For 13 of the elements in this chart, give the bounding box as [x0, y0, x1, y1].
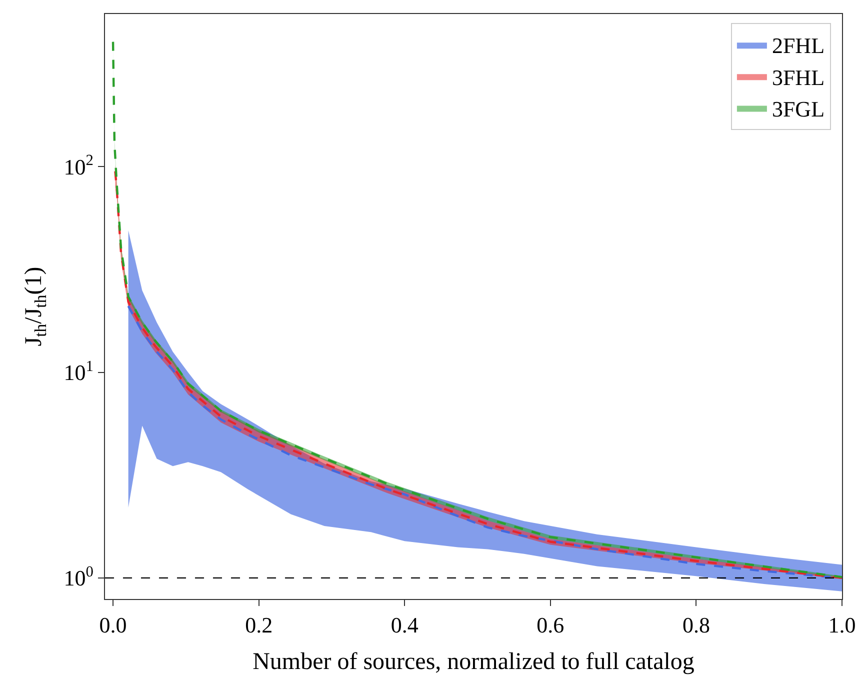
y-tick-label: 10$^{1}$: [64, 358, 94, 386]
legend-label: 2FHL: [772, 33, 825, 58]
y-tick-label: 10$^{2}$: [64, 152, 94, 180]
x-tick-label: 0.6: [536, 612, 564, 638]
x-tick-label: 0.2: [245, 612, 273, 638]
x-tick-label: 0.8: [682, 612, 710, 638]
x-tick-label: 0.4: [390, 612, 418, 638]
x-tick-label: 1.0: [828, 612, 856, 638]
x-tick-label: 0.0: [99, 612, 127, 638]
y-tick-label: 10$^{0}$: [64, 563, 94, 591]
x-axis-title: Number of sources, normalized to full catalog: [252, 648, 694, 675]
legend-label: 3FHL: [772, 64, 825, 90]
legend-label: 3FGL: [772, 96, 825, 122]
